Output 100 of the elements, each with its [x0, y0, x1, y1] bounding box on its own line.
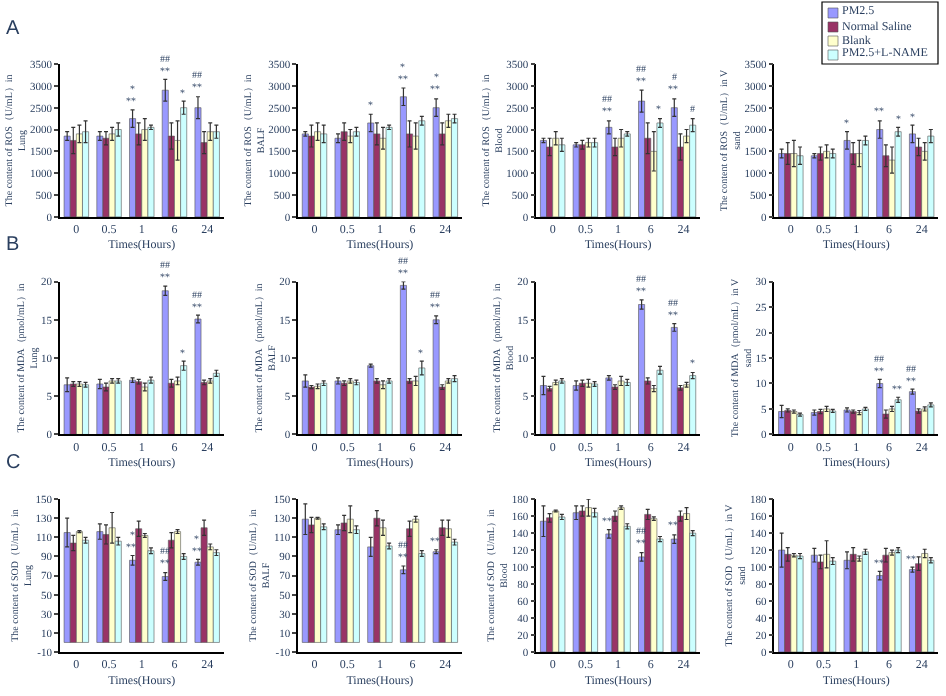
- bar: [894, 549, 902, 652]
- bar: [63, 532, 71, 643]
- bar: [320, 133, 328, 217]
- bar: [213, 131, 220, 217]
- bar: [129, 118, 136, 217]
- bar: [572, 144, 580, 217]
- bar: [623, 382, 631, 435]
- bar: [114, 129, 122, 217]
- bar: [909, 133, 916, 217]
- bar: [76, 531, 83, 643]
- bar: [670, 107, 678, 217]
- bar: [147, 379, 155, 435]
- bar: [849, 554, 857, 652]
- bar: [796, 155, 804, 217]
- bar: [161, 290, 169, 435]
- bar: [418, 367, 426, 435]
- bar: [849, 411, 857, 435]
- bar: [689, 375, 697, 435]
- bar: [650, 518, 658, 652]
- bar: [108, 380, 116, 435]
- bar: [927, 404, 935, 435]
- bar: [400, 285, 407, 435]
- bar: [385, 127, 393, 217]
- bar: [605, 377, 613, 435]
- bar: [432, 107, 440, 217]
- bar: [876, 383, 884, 435]
- bar: [638, 304, 645, 435]
- bar: [656, 122, 664, 217]
- bar: [894, 399, 902, 435]
- bar: [340, 522, 348, 643]
- bar: [418, 120, 426, 217]
- bar: [829, 560, 837, 652]
- bar: [63, 135, 71, 217]
- bar: [400, 96, 407, 217]
- bar: [82, 539, 89, 643]
- bar: [200, 527, 208, 643]
- bar: [385, 380, 393, 435]
- bar: [161, 89, 169, 217]
- bar: [340, 131, 348, 217]
- bar: [689, 124, 697, 217]
- bar: [63, 384, 71, 435]
- bar: [340, 382, 348, 435]
- bar: [451, 378, 458, 435]
- bar: [623, 133, 631, 217]
- bar: [180, 107, 188, 217]
- bar: [194, 107, 202, 217]
- bar: [194, 318, 202, 435]
- bar: [591, 383, 598, 435]
- bar: [796, 555, 804, 652]
- bar: [558, 144, 566, 217]
- bar: [445, 528, 452, 643]
- bar: [927, 559, 935, 652]
- bar: [843, 140, 851, 217]
- bar: [147, 127, 155, 217]
- chart-title: A: [6, 18, 20, 40]
- bar: [617, 380, 625, 435]
- bar: [320, 382, 328, 435]
- bar: [829, 153, 837, 217]
- bar: [213, 552, 220, 643]
- bar: [591, 142, 598, 217]
- bar: [617, 507, 625, 652]
- bar: [829, 410, 837, 435]
- bar: [108, 527, 116, 643]
- bar: [432, 319, 440, 435]
- bar: [638, 100, 645, 217]
- bar: [862, 551, 869, 652]
- bar: [683, 513, 690, 652]
- bar: [572, 385, 580, 435]
- bar: [314, 517, 321, 643]
- bar: [82, 131, 89, 217]
- bar: [862, 408, 869, 435]
- bar: [180, 365, 188, 435]
- bar: [114, 380, 122, 435]
- bar: [894, 131, 902, 217]
- bar: [605, 127, 613, 217]
- bar: [174, 531, 181, 643]
- bar: [927, 135, 935, 217]
- chart-title: C: [6, 452, 21, 474]
- bar: [353, 382, 360, 435]
- bar: [82, 384, 89, 435]
- bar: [591, 512, 598, 652]
- chart-title: B: [6, 234, 20, 256]
- bar: [862, 140, 869, 217]
- bar: [572, 512, 580, 652]
- bar: [909, 391, 916, 435]
- bar: [412, 518, 420, 643]
- bar: [558, 380, 566, 435]
- bar: [558, 516, 566, 652]
- bar: [353, 131, 360, 217]
- bar: [108, 133, 116, 217]
- bar: [670, 327, 678, 435]
- bar: [213, 372, 220, 435]
- bar: [320, 526, 328, 643]
- bar: [141, 535, 149, 643]
- bar: [451, 118, 458, 217]
- bar: [367, 365, 375, 435]
- bar: [876, 129, 884, 217]
- bar: [617, 137, 625, 217]
- bar: [656, 369, 664, 435]
- bar: [796, 414, 804, 435]
